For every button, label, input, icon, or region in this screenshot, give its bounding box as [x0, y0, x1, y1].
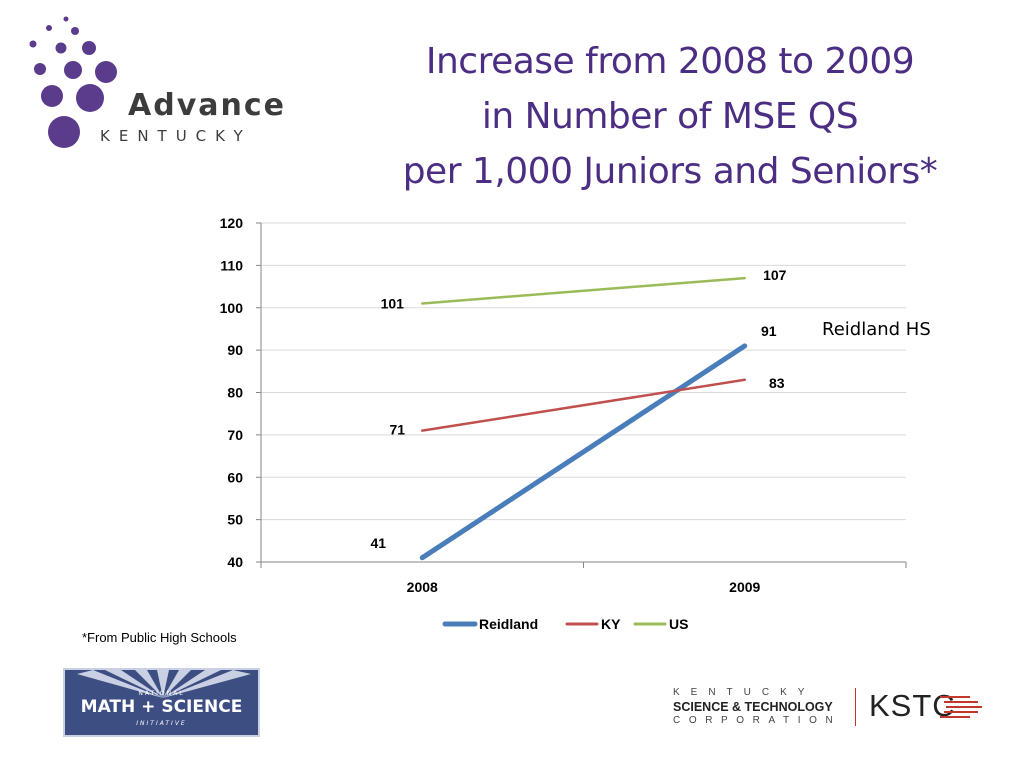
speed-lines-icon [940, 696, 982, 718]
series-line-us [421, 276, 746, 305]
y-tick-label: 90 [227, 342, 243, 358]
y-tick-label: 110 [220, 257, 243, 273]
nmsi-bottom-text: INITIATIVE [136, 720, 187, 727]
x-tick-label: 2008 [407, 579, 438, 595]
data-label: 101 [381, 296, 405, 312]
data-label: 107 [763, 267, 787, 283]
line-chart: 120 110 100 90 80 70 60 50 40 2008 2009 41 91 71 83 101… [220, 215, 931, 632]
data-label: 91 [761, 323, 777, 339]
y-tick-label: 40 [227, 554, 243, 570]
y-tick-label: 50 [227, 512, 243, 528]
advance-kentucky-logo-icon [29, 16, 117, 148]
title-line-2: in Number of MSE QS [481, 96, 859, 137]
nmsi-main-text: MATH + SCIENCE [80, 697, 243, 717]
kstc-line-2: SCIENCE & TECHNOLOGY [673, 700, 833, 714]
brand-name: Advance [128, 88, 286, 123]
legend-label: KY [601, 616, 621, 632]
data-label: 83 [769, 375, 785, 391]
legend-label: US [669, 616, 688, 632]
page-title: Increase from 2008 to 2009 in Number of … [330, 34, 1010, 199]
series-line-ky [421, 378, 746, 432]
y-tick-label: 100 [220, 300, 244, 316]
x-tick-label: 2009 [729, 579, 760, 595]
series-line-reidland [419, 343, 748, 561]
footnote: *From Public High Schools [82, 630, 237, 645]
title-line-3: per 1,000 Juniors and Seniors* [402, 151, 938, 192]
data-label: 41 [370, 535, 386, 551]
brand-subtitle: KENTUCKY [100, 127, 252, 145]
nmsi-logo: NATIONAL MATH + SCIENCE INITIATIVE [63, 668, 260, 737]
title-line-1: Increase from 2008 to 2009 [425, 41, 915, 82]
y-tick-label: 60 [227, 469, 243, 485]
kstc-separator [855, 688, 856, 726]
y-tick-label: 120 [220, 215, 244, 231]
annotation-label: Reidland HS [822, 319, 931, 340]
nmsi-top-text: NATIONAL [138, 690, 185, 697]
data-label: 71 [389, 422, 405, 438]
y-tick-label: 70 [227, 427, 243, 443]
kstc-line-1: KENTUCKY [673, 687, 816, 698]
y-tick-label: 80 [227, 385, 243, 401]
legend-label: Reidland [479, 616, 538, 632]
kstc-line-3: CORPORATION [673, 715, 842, 726]
sunburst-icon [77, 670, 251, 698]
